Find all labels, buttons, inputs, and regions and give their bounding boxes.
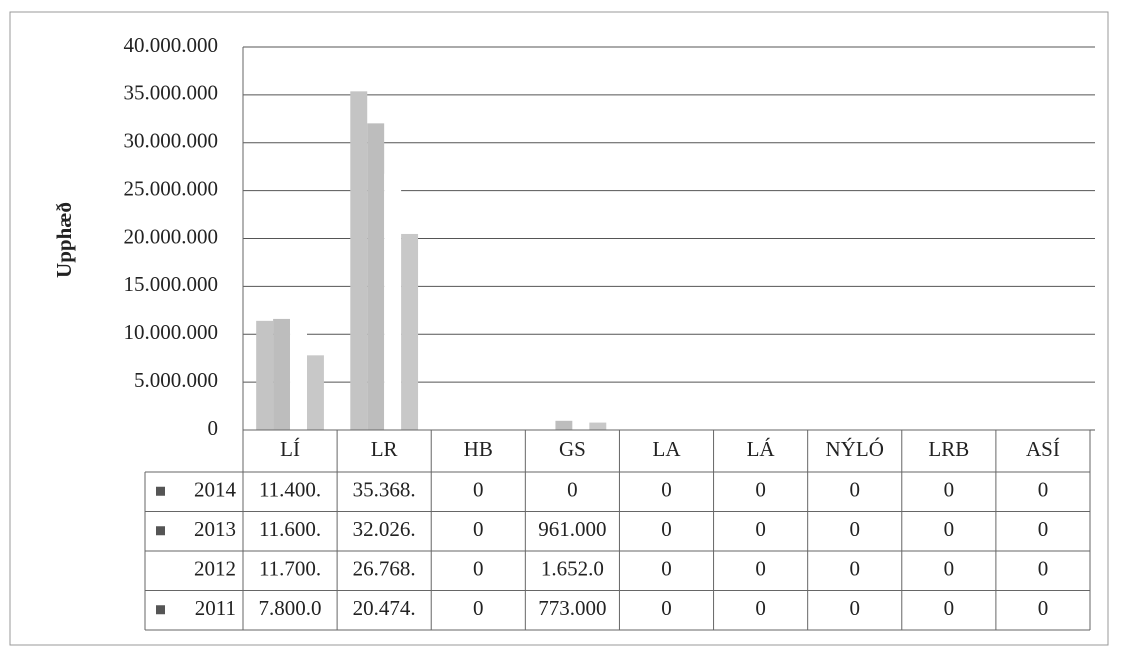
x-tick-label: HB — [464, 437, 493, 461]
table-cell: 0 — [473, 557, 484, 581]
x-tick-label: LR — [371, 437, 398, 461]
legend-key — [156, 566, 165, 575]
bar — [273, 318, 291, 430]
table-cell: 0 — [944, 557, 955, 581]
legend-key — [156, 605, 165, 615]
table-cell: 0 — [1038, 478, 1049, 502]
bar — [589, 422, 607, 430]
table-cell: 0 — [661, 517, 672, 541]
table-cell: 0 — [661, 596, 672, 620]
x-tick-label: LÍ — [280, 437, 300, 461]
bar — [384, 173, 402, 430]
y-tick-label: 10.000.000 — [124, 320, 219, 344]
bar — [350, 91, 368, 430]
x-tick-label: LA — [653, 437, 682, 461]
table-cell: 7.800.0 — [259, 596, 322, 620]
table-cell: 0 — [849, 478, 860, 502]
y-axis-title: Upphæð — [52, 202, 76, 278]
y-tick-label: 15.000.000 — [124, 272, 219, 296]
table-cell: 1.652.0 — [541, 557, 604, 581]
table-cell: 0 — [1038, 557, 1049, 581]
table-cell: 0 — [1038, 517, 1049, 541]
table-cell: 0 — [755, 596, 766, 620]
x-tick-label: LÁ — [747, 437, 776, 461]
table-cell: 0 — [849, 596, 860, 620]
table-cell: 773.000 — [538, 596, 606, 620]
y-tick-label: 0 — [208, 416, 219, 440]
table-cell: 26.768. — [353, 557, 416, 581]
bar — [401, 233, 419, 430]
legend-key — [156, 526, 165, 536]
bar — [572, 414, 590, 430]
table-cell: 0 — [755, 517, 766, 541]
y-tick-label: 40.000.000 — [124, 33, 219, 57]
legend-label: 2012 — [194, 557, 236, 581]
x-tick-label: ASÍ — [1026, 437, 1060, 461]
y-tick-label: 20.000.000 — [124, 224, 219, 248]
table-cell: 32.026. — [353, 517, 416, 541]
legend-label: 2013 — [194, 517, 236, 541]
table-cell: 0 — [944, 596, 955, 620]
y-tick-label: 30.000.000 — [124, 129, 219, 153]
y-tick-label: 35.000.000 — [124, 81, 219, 105]
y-tick-label: 5.000.000 — [134, 368, 218, 392]
table-cell: 0 — [661, 478, 672, 502]
legend-key — [156, 486, 165, 496]
bar — [256, 320, 274, 430]
bar — [290, 317, 307, 430]
x-tick-label: GS — [559, 437, 586, 461]
legend-label: 2011 — [195, 596, 236, 620]
table-cell: 0 — [849, 517, 860, 541]
table-cell: 0 — [473, 478, 484, 502]
bar — [306, 355, 324, 430]
x-tick-label: LRB — [928, 437, 969, 461]
chart-border — [9, 11, 1109, 646]
bar — [367, 123, 385, 431]
table-cell: 0 — [473, 517, 484, 541]
table-cell: 0 — [567, 478, 578, 502]
table-cell: 0 — [473, 596, 484, 620]
legend-label: 2014 — [194, 478, 237, 502]
y-tick-label: 25.000.000 — [124, 176, 219, 200]
table-cell: 0 — [755, 557, 766, 581]
table-cell: 0 — [1038, 596, 1049, 620]
table-cell: 0 — [944, 478, 955, 502]
table-cell: 11.400. — [259, 478, 321, 502]
table-cell: 0 — [661, 557, 672, 581]
table-cell: 961.000 — [538, 517, 606, 541]
table-cell: 35.368. — [353, 478, 416, 502]
table-cell: 11.700. — [259, 557, 321, 581]
x-tick-label: NÝLÓ — [826, 437, 884, 461]
table-cell: 0 — [849, 557, 860, 581]
bar — [555, 420, 573, 430]
table-cell: 20.474. — [353, 596, 416, 620]
table-cell: 0 — [944, 517, 955, 541]
table-cell: 11.600. — [259, 517, 321, 541]
table-cell: 0 — [755, 478, 766, 502]
